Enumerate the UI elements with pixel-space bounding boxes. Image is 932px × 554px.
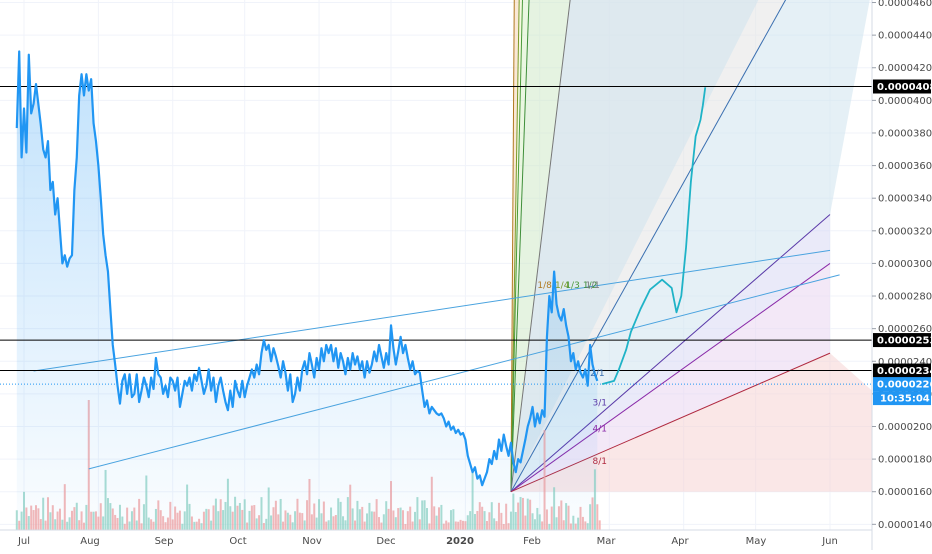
gann-ray-label: 8/1 — [593, 457, 607, 467]
gann-ray-label: 1/3 — [565, 281, 579, 291]
gann-ray — [510, 0, 520, 492]
price-area-fill — [16, 51, 598, 531]
price-area — [16, 51, 598, 531]
gann-ray — [510, 0, 530, 492]
gann-ray — [510, 0, 571, 492]
x-tick-label: Apr — [671, 536, 689, 547]
x-tick-label: 2020 — [446, 536, 474, 547]
gann-ray-label: 4/1 — [593, 424, 607, 434]
x-tick-label: Aug — [80, 536, 100, 547]
level-price-tag: 0.00002343 — [877, 366, 932, 377]
gann-ray — [510, 0, 515, 492]
x-tick-label: Feb — [523, 536, 541, 547]
level-price-tag-bg — [873, 363, 931, 378]
level-price-tag: 0.00004085 — [877, 82, 932, 93]
x-tick-label: Mar — [597, 536, 617, 547]
gann-ray-label: 1/2 — [583, 281, 597, 291]
x-tick-label: Jul — [17, 536, 30, 547]
trend-line — [88, 274, 840, 470]
countdown-tag: 10:35:04 — [880, 394, 930, 405]
price-tags: 0.00004085 0.00002530 0.00002343 0.00002260… — [873, 79, 932, 406]
gann-fan-labels: 1/8 1/41/3 1/21/1 2/1 3/1 4/1 8/1 — [537, 281, 607, 467]
trend-line — [33, 249, 831, 372]
x-tick-label: Jun — [821, 536, 838, 547]
gann-ray-label: 1/4 — [555, 281, 570, 291]
x-axis: Jul Aug Sep Oct Nov Dec 2020 Feb Mar Apr May Jun — [0, 529, 872, 547]
gann-ray-label: 3/1 — [593, 398, 607, 408]
price-line — [15, 50, 599, 487]
gann-zone — [510, 0, 870, 492]
price-series — [15, 50, 599, 487]
projection-line — [601, 87, 707, 385]
gann-zone — [510, 0, 759, 492]
x-tick-label: Sep — [155, 536, 174, 547]
horizontal-levels — [0, 86, 872, 385]
projection-path — [601, 87, 707, 385]
gann-ray-label: 1/8 — [537, 281, 552, 291]
x-tick-label: Nov — [302, 536, 322, 547]
x-tick-label: Dec — [376, 536, 395, 547]
level-price-tag: 0.00002530 — [877, 336, 932, 347]
gann-ray-label: 1/1 — [585, 281, 599, 291]
volume-bar — [598, 520, 601, 530]
countdown-tag-bg — [873, 391, 931, 406]
trend-lines — [33, 249, 840, 470]
current-price-tag-bg — [873, 377, 931, 392]
x-tick-label: Oct — [229, 536, 246, 547]
current-price-tag: 0.00002260 — [877, 380, 932, 391]
gann-zone — [510, 353, 872, 492]
x-tick-label: May — [746, 536, 767, 547]
gann-ray-label: 2/1 — [590, 369, 604, 379]
level-price-tag-bg — [873, 79, 931, 94]
level-price-tag-bg — [873, 333, 931, 348]
gann-ray — [510, 0, 523, 492]
